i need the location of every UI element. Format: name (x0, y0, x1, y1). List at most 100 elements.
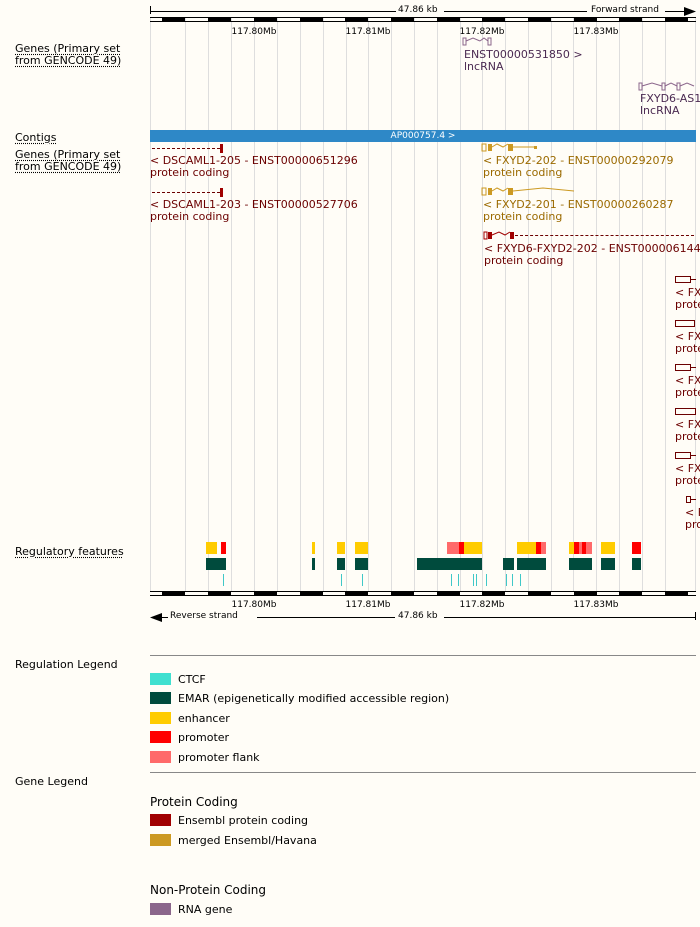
emar-feature[interactable] (569, 558, 592, 570)
enhancer-feature[interactable] (355, 542, 368, 554)
ctcf-feature[interactable] (473, 574, 474, 586)
gene-label-dscaml1-203[interactable]: < DSCAML1-203 - ENST00000527706 protein … (150, 199, 358, 223)
promoter-feature[interactable] (536, 542, 541, 554)
scale-segment (574, 592, 597, 595)
exon[interactable] (675, 276, 691, 283)
enhancer-feature[interactable] (337, 542, 345, 554)
enhancer-feature[interactable] (569, 542, 574, 554)
ruler-line (257, 617, 395, 618)
scale-segment (665, 592, 688, 595)
ctcf-feature[interactable] (341, 574, 342, 586)
gene-model-fxyd6-as1[interactable] (638, 82, 696, 92)
ctcf-feature[interactable] (362, 574, 363, 586)
legend-swatch-promoter-flank (150, 751, 171, 763)
gene-label-truncated[interactable]: < FX prote (675, 287, 700, 311)
promoter-feature[interactable] (574, 542, 579, 554)
promoter-flank-feature[interactable] (579, 542, 582, 554)
grid-line (254, 18, 255, 592)
gene-label-enst00000531850[interactable]: ENST00000531850 > lncRNA (464, 49, 583, 73)
exon[interactable] (675, 452, 691, 459)
gene-biotype: lncRNA (640, 104, 680, 117)
emar-feature[interactable] (355, 558, 368, 570)
emar-feature[interactable] (601, 558, 615, 570)
promoter-flank-feature[interactable] (541, 542, 546, 554)
ctcf-feature[interactable] (486, 574, 487, 586)
exon[interactable] (675, 408, 696, 415)
exon[interactable] (220, 144, 223, 153)
ctcf-feature[interactable] (520, 574, 521, 586)
promoter-feature[interactable] (459, 542, 464, 554)
ctcf-feature[interactable] (476, 574, 477, 586)
gene-model-enst00000531850[interactable] (462, 37, 492, 47)
exon[interactable] (675, 364, 691, 371)
emar-feature[interactable] (312, 558, 315, 570)
exon[interactable] (220, 188, 223, 197)
gene-label-fxyd2-202[interactable]: < FXYD2-202 - ENST00000292079 protein co… (483, 155, 674, 179)
gene-label-truncated[interactable]: < FX prote (675, 419, 700, 443)
promoter-feature[interactable] (582, 542, 586, 554)
gene-label-truncated[interactable]: < FX prote (675, 331, 700, 355)
promoter-feature[interactable] (221, 542, 226, 554)
gene-label-truncated[interactable]: < FX prote (675, 463, 700, 487)
scale-segment (482, 592, 505, 595)
legend-label-ctcf: CTCF (178, 673, 206, 686)
enhancer-feature[interactable] (312, 542, 315, 554)
enhancer-feature[interactable] (464, 542, 482, 554)
contig-ap000757[interactable]: AP000757.4 > (150, 130, 696, 142)
promoter-feature[interactable] (632, 542, 641, 554)
emar-feature[interactable] (417, 558, 482, 570)
emar-feature[interactable] (517, 558, 546, 570)
gene-model-fxyd6-fxyd2-202[interactable] (483, 230, 523, 242)
gene-biotype: prote (675, 430, 700, 443)
top-scale-bar (150, 17, 696, 22)
emar-feature[interactable] (206, 558, 226, 570)
emar-feature[interactable] (503, 558, 514, 570)
forward-strand-label: Forward strand (591, 5, 659, 15)
promoter-flank-feature[interactable] (586, 542, 592, 554)
gene-name: < FX (675, 286, 700, 299)
gene-label-truncated[interactable]: < FX prote (675, 375, 700, 399)
track-label-genes-forward[interactable]: Genes (Primary set from GENCODE 49) (15, 42, 122, 67)
ctcf-feature[interactable] (458, 574, 459, 586)
enhancer-feature[interactable] (206, 542, 217, 554)
gene-label-fxyd6-as1[interactable]: FXYD6-AS1- lncRNA (640, 93, 700, 117)
gene-model-fxyd2-202[interactable] (481, 142, 541, 154)
gene-model-fxyd2-201[interactable] (481, 186, 577, 198)
gene-label-dscaml1-205[interactable]: < DSCAML1-205 - ENST00000651296 protein … (150, 155, 358, 179)
track-label-genes-reverse[interactable]: Genes (Primary set from GENCODE 49) (15, 148, 122, 173)
legend-swatch-ensembl-protein-coding (150, 814, 171, 826)
emar-feature[interactable] (337, 558, 345, 570)
grid-line (185, 18, 186, 592)
gene-label-truncated[interactable]: < F prot (685, 507, 700, 531)
scale-segment (619, 592, 642, 595)
intron-line (691, 455, 696, 456)
gene-biotype: protein coding (483, 210, 563, 223)
gene-label-fxyd2-201[interactable]: < FXYD2-201 - ENST00000260287 protein co… (483, 199, 674, 223)
enhancer-feature[interactable] (517, 542, 536, 554)
exon[interactable] (675, 320, 695, 327)
exon[interactable] (686, 496, 691, 503)
promoter-flank-feature[interactable] (447, 542, 459, 554)
ctcf-feature[interactable] (223, 574, 224, 586)
grid-line (695, 18, 696, 592)
legend-swatch-merged-ensembl-havana (150, 834, 171, 846)
gene-name: < FX (675, 374, 700, 387)
intron-line (691, 279, 696, 280)
grid-line (277, 18, 278, 592)
grid-line (300, 18, 301, 592)
ctcf-feature[interactable] (506, 574, 507, 586)
ctcf-feature[interactable] (451, 574, 452, 586)
enhancer-feature[interactable] (601, 542, 615, 554)
track-label-regulatory[interactable]: Regulatory features (15, 545, 124, 558)
track-label-contigs[interactable]: Contigs (15, 131, 57, 144)
gene-label-fxyd6-fxyd2-202[interactable]: < FXYD6-FXYD2-202 - ENST0000061449 prote… (484, 243, 700, 267)
bottom-length-label: 47.86 kb (398, 611, 438, 621)
ctcf-feature[interactable] (512, 574, 513, 586)
emar-feature[interactable] (632, 558, 641, 570)
scale-label-top: 117.80Mb (231, 27, 277, 37)
legend-label-ensembl-protein-coding: Ensembl protein coding (178, 814, 309, 827)
gene-biotype: protein coding (483, 166, 563, 179)
gene-name: < FX (675, 462, 700, 475)
grid-line (460, 18, 461, 592)
